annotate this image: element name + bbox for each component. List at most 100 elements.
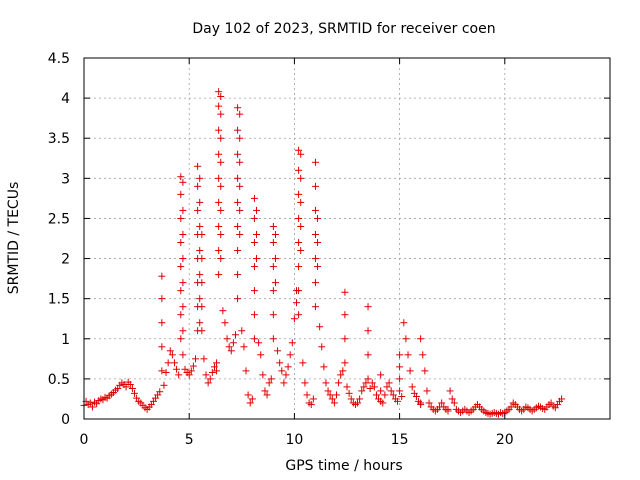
data-point (219, 307, 227, 315)
data-point (358, 387, 366, 395)
data-point (402, 335, 410, 343)
data-point (301, 379, 309, 387)
data-point (335, 379, 343, 387)
data-point (200, 355, 208, 363)
data-point (196, 295, 204, 303)
data-point (250, 311, 258, 319)
data-point (295, 263, 303, 271)
data-point (366, 385, 374, 393)
x-tick-labels: 0 5 10 15 20 (80, 432, 514, 448)
data-point (240, 343, 248, 351)
data-point (88, 403, 96, 411)
data-point (345, 389, 353, 397)
data-point (364, 303, 372, 311)
data-point (253, 230, 261, 238)
data-point (215, 198, 223, 206)
data-point (446, 387, 454, 395)
y-tick-labels: 0 0.5 1 1.5 2 2.5 3 3.5 4 4.5 (48, 51, 70, 428)
data-point (332, 391, 340, 399)
data-point (198, 255, 206, 263)
data-point (215, 222, 223, 230)
data-point (425, 399, 433, 407)
data-point (360, 383, 368, 391)
data-point (303, 391, 311, 399)
data-point (286, 351, 294, 359)
data-point (217, 110, 225, 118)
data-point (364, 327, 372, 335)
data-point (196, 174, 204, 182)
data-point (234, 222, 242, 230)
grid-lines (84, 58, 610, 419)
data-point (259, 371, 267, 379)
data-point (307, 401, 315, 409)
data-point (250, 239, 258, 247)
data-point (250, 287, 258, 295)
data-point (179, 327, 187, 335)
data-point (326, 391, 334, 399)
data-point (215, 126, 223, 134)
data-point (177, 287, 185, 295)
data-point (280, 379, 288, 387)
data-point (558, 395, 566, 403)
data-point (299, 359, 307, 367)
data-point (368, 379, 376, 387)
data-point (130, 389, 138, 397)
data-point (168, 351, 176, 359)
data-point (236, 158, 244, 166)
data-point (194, 162, 202, 170)
data-point (330, 399, 338, 407)
y-tick-label: 0 (61, 412, 70, 428)
data-point (314, 263, 322, 271)
data-point (215, 174, 223, 182)
data-point (196, 247, 204, 255)
data-point (179, 206, 187, 214)
data-point (297, 150, 305, 158)
data-point (198, 303, 206, 311)
data-point (297, 247, 305, 255)
data-point (295, 287, 303, 295)
data-point (234, 198, 242, 206)
data-point (206, 375, 214, 383)
data-point (217, 134, 225, 142)
data-point (421, 367, 429, 375)
data-point (255, 339, 263, 347)
data-point (166, 347, 174, 355)
data-point (244, 391, 252, 399)
data-point (231, 331, 239, 339)
data-point (263, 391, 271, 399)
data-point (377, 371, 385, 379)
data-point (242, 367, 250, 375)
y-tick-label: 1.5 (48, 292, 70, 308)
data-point (156, 388, 164, 396)
data-point (158, 367, 166, 375)
data-point (356, 395, 364, 403)
data-point (339, 367, 347, 375)
data-point (297, 222, 305, 230)
data-point (419, 351, 427, 359)
x-axis-label: GPS time / hours (285, 458, 402, 474)
data-point (158, 295, 166, 303)
data-point (192, 355, 200, 363)
data-point (269, 222, 277, 230)
data-point (314, 214, 322, 222)
data-point (389, 391, 397, 399)
data-point (164, 359, 172, 367)
x-tick-label: 15 (391, 432, 409, 448)
data-point (234, 295, 242, 303)
data-point (217, 230, 225, 238)
data-point (250, 194, 258, 202)
data-point (269, 311, 277, 319)
data-point (290, 315, 298, 323)
data-point (278, 367, 286, 375)
data-point (236, 182, 244, 190)
data-point (265, 379, 273, 387)
data-point (253, 206, 261, 214)
data-point (236, 230, 244, 238)
y-tick-label: 3 (61, 171, 70, 187)
data-point (177, 263, 185, 271)
y-tick-label: 4 (61, 91, 70, 107)
data-point (250, 263, 258, 271)
data-point (412, 393, 420, 401)
data-point (383, 383, 391, 391)
